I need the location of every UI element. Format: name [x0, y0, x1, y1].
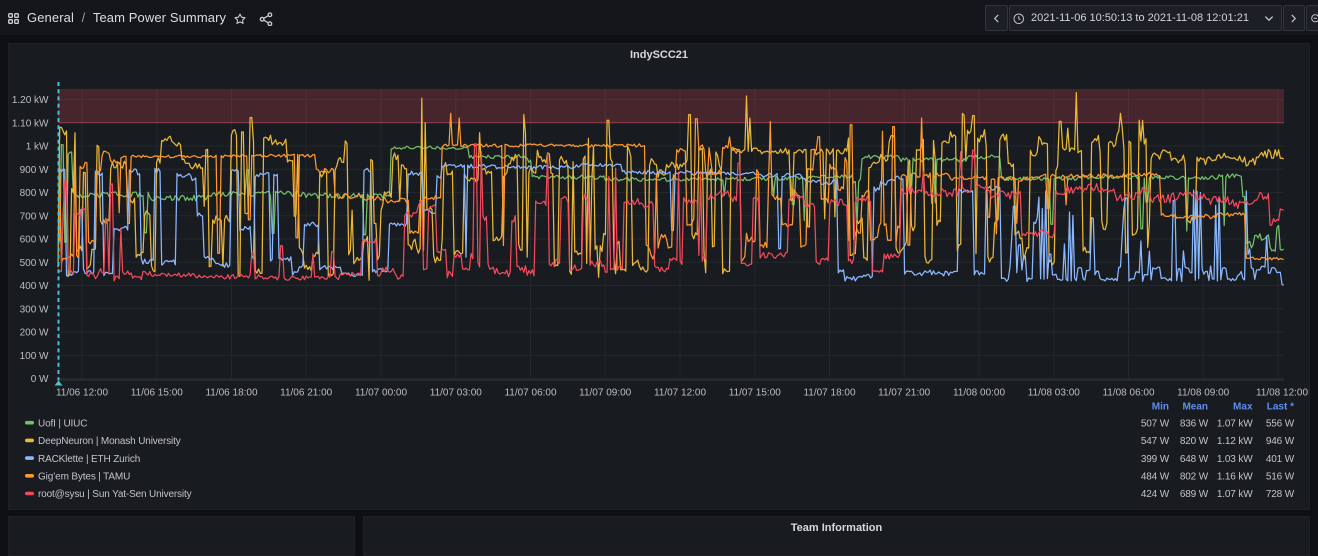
svg-text:11/07 09:00: 11/07 09:00 [579, 388, 632, 399]
svg-text:399 W: 399 W [1141, 454, 1170, 465]
svg-text:1.10 kW: 1.10 kW [12, 118, 49, 129]
svg-text:400 W: 400 W [20, 281, 49, 292]
svg-text:1.03 kW: 1.03 kW [1217, 454, 1253, 465]
svg-text:836 W: 836 W [1180, 418, 1209, 429]
svg-text:728 W: 728 W [1266, 489, 1295, 500]
svg-text:Min: Min [1152, 401, 1169, 412]
svg-text:689 W: 689 W [1180, 489, 1209, 500]
svg-text:Last *: Last * [1267, 401, 1294, 412]
svg-text:11/07 00:00: 11/07 00:00 [355, 388, 408, 399]
svg-text:516 W: 516 W [1266, 472, 1295, 483]
svg-text:1.07 kW: 1.07 kW [1217, 489, 1253, 500]
svg-text:300 W: 300 W [20, 304, 49, 315]
svg-text:11/07 21:00: 11/07 21:00 [878, 388, 931, 399]
svg-text:11/08 00:00: 11/08 00:00 [953, 388, 1006, 399]
svg-text:800 W: 800 W [20, 188, 49, 199]
svg-text:RACKlette | ETH Zurich: RACKlette | ETH Zurich [38, 454, 140, 465]
svg-text:Mean: Mean [1182, 401, 1208, 412]
svg-text:900 W: 900 W [20, 165, 49, 176]
svg-text:556 W: 556 W [1266, 418, 1295, 429]
svg-text:200 W: 200 W [20, 328, 49, 339]
svg-text:root@sysu | Sun Yat-Sen Univer: root@sysu | Sun Yat-Sen University [38, 489, 192, 500]
svg-text:424 W: 424 W [1141, 489, 1170, 500]
svg-text:1.20 kW: 1.20 kW [12, 95, 49, 106]
svg-text:500 W: 500 W [20, 258, 49, 269]
svg-text:401 W: 401 W [1266, 454, 1295, 465]
svg-text:0 W: 0 W [31, 374, 49, 385]
svg-text:648 W: 648 W [1180, 454, 1209, 465]
svg-text:1 kW: 1 kW [26, 142, 49, 153]
svg-text:547 W: 547 W [1141, 436, 1170, 447]
svg-text:1.07 kW: 1.07 kW [1217, 418, 1253, 429]
svg-text:820 W: 820 W [1180, 436, 1209, 447]
svg-text:11/07 12:00: 11/07 12:00 [654, 388, 707, 399]
svg-text:11/07 18:00: 11/07 18:00 [803, 388, 856, 399]
svg-text:1.16 kW: 1.16 kW [1217, 472, 1253, 483]
svg-text:11/08 12:00: 11/08 12:00 [1256, 388, 1309, 399]
svg-text:DeepNeuron | Monash University: DeepNeuron | Monash University [38, 436, 181, 447]
svg-text:802 W: 802 W [1180, 472, 1209, 483]
svg-text:100 W: 100 W [20, 351, 49, 362]
svg-text:11/07 06:00: 11/07 06:00 [504, 388, 557, 399]
svg-text:Gig’em Bytes | TAMU: Gig’em Bytes | TAMU [38, 472, 130, 483]
svg-text:11/06 18:00: 11/06 18:00 [205, 388, 258, 399]
svg-text:UofI | UIUC: UofI | UIUC [38, 418, 87, 429]
svg-text:484 W: 484 W [1141, 472, 1170, 483]
svg-text:11/07 03:00: 11/07 03:00 [430, 388, 483, 399]
svg-text:11/07 15:00: 11/07 15:00 [729, 388, 782, 399]
svg-text:11/08 09:00: 11/08 09:00 [1177, 388, 1230, 399]
svg-text:1.12 kW: 1.12 kW [1217, 436, 1253, 447]
svg-text:11/06 15:00: 11/06 15:00 [131, 388, 184, 399]
svg-text:11/08 03:00: 11/08 03:00 [1028, 388, 1081, 399]
svg-text:507 W: 507 W [1141, 418, 1170, 429]
svg-text:11/08 06:00: 11/08 06:00 [1102, 388, 1155, 399]
svg-text:11/06 21:00: 11/06 21:00 [280, 388, 333, 399]
svg-text:11/06 12:00: 11/06 12:00 [56, 388, 109, 399]
svg-text:600 W: 600 W [20, 235, 49, 246]
svg-text:Max: Max [1233, 401, 1253, 412]
svg-text:946 W: 946 W [1266, 436, 1295, 447]
svg-text:700 W: 700 W [20, 211, 49, 222]
